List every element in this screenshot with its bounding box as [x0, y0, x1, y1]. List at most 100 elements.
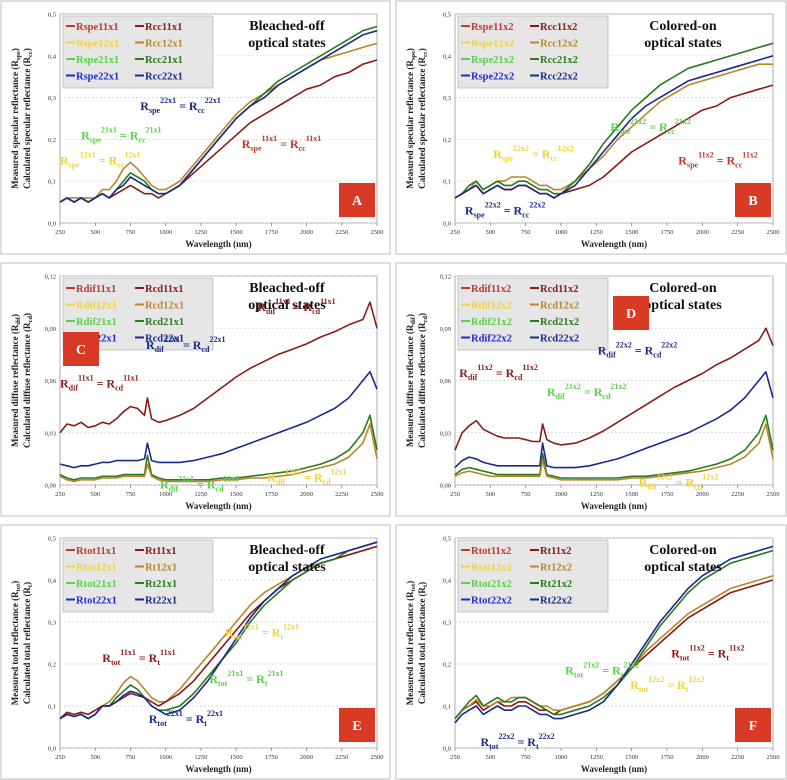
y-tick-label: 0,0 — [443, 221, 451, 228]
x-tick-label: 1250 — [194, 754, 207, 761]
equation-annotation: Rspe22x2 = Rcc22x2 — [465, 201, 545, 220]
y-tick-label: 0,12 — [45, 274, 56, 281]
legend-entry-calculated: Rt12x2 — [540, 563, 572, 574]
y-tick-label: 0,4 — [443, 578, 452, 585]
legend-entry-measured: Rtot12x2 — [471, 563, 512, 574]
equation-annotation: Rdif11x1 = Rcd11x1 — [60, 373, 139, 392]
legend-entry-calculated: Rt21x1 — [145, 579, 177, 590]
equation-annotation: Rtot11x1 = Rt11x1 — [102, 648, 175, 667]
series-line-darkred — [454, 327, 774, 451]
x-tick-label: 2500 — [767, 229, 780, 236]
x-tick-label: 1000 — [159, 754, 172, 761]
chart-panel-B: 0,0 0,1 0,2 0,3 0,4 0,5 250 500 750 1000 1250 1500 1… — [395, 0, 787, 255]
equation-annotation: Rdif21x1 = Rcd21x1 — [160, 474, 240, 493]
series-line-dgreen — [59, 414, 378, 481]
x-tick-label: 500 — [90, 229, 100, 236]
equation-annotation: Rdif22x1 = Rcd22x1 — [146, 335, 226, 354]
x-tick-label: 250 — [55, 754, 65, 761]
x-tick-label: 2500 — [371, 754, 384, 761]
series-line-gold — [59, 423, 378, 483]
y-axis-label-calculated: Calculated specular reflectance (Rcc) — [417, 48, 429, 189]
legend-entry-calculated: Rcc11x1 — [145, 22, 182, 33]
panel-badge-letter: C — [76, 343, 86, 358]
x-tick-label: 500 — [90, 491, 100, 498]
x-tick-label: 1250 — [194, 491, 207, 498]
legend-entry-measured: Rtot21x1 — [76, 579, 117, 590]
equation-annotation: Rspe21x1 = Rcc21x1 — [81, 125, 161, 144]
y-tick-label: 0,5 — [443, 12, 451, 19]
series-line-dgreen — [454, 549, 774, 720]
x-tick-label: 2500 — [767, 491, 780, 498]
equation-annotation: Rtot12x2 = Rt12x2 — [630, 675, 704, 694]
x-tick-label: 2250 — [731, 754, 744, 761]
legend-entry-calculated: Rcd22x1 — [145, 334, 184, 345]
y-tick-label: 0,00 — [440, 483, 451, 490]
panel-badge-letter: B — [748, 194, 757, 209]
x-tick-label: 1500 — [230, 491, 243, 498]
legend-entry-measured: Rtot12x1 — [76, 563, 117, 574]
x-tick-label: 1500 — [625, 229, 638, 236]
equation-annotation: Rspe22x1 = Rcc22x1 — [140, 96, 220, 115]
chart-panel-D: 0,00 0,03 0,06 0,09 0,12 250 500 750 1000 1250 150… — [395, 262, 787, 517]
x-tick-label: 1500 — [625, 491, 638, 498]
chart-panel-A: 0,0 0,1 0,2 0,3 0,4 0,5 250 500 750 1000 1250 1500 1… — [0, 0, 391, 255]
y-tick-label: 0,09 — [45, 326, 56, 333]
y-tick-label: 0,5 — [443, 536, 451, 543]
x-axis-label: Wavelength (nm) — [185, 239, 251, 249]
x-tick-label: 1250 — [590, 229, 603, 236]
x-tick-label: 750 — [521, 229, 531, 236]
legend-entry-measured: Rdif11x2 — [471, 284, 511, 295]
legend-entry-measured: Rdif11x1 — [76, 284, 116, 295]
y-tick-label: 0,1 — [443, 704, 451, 711]
legend-entry-measured: Rtot22x2 — [471, 596, 512, 607]
x-tick-label: 1000 — [555, 491, 568, 498]
x-tick-label: 750 — [126, 754, 136, 761]
optical-state-title: Colored-on optical states — [644, 281, 722, 313]
y-axis-label-measured: Measured specular reflectance (Rspe) — [405, 48, 417, 189]
series-line-navy — [59, 29, 378, 203]
legend-entry-calculated: Rcc21x2 — [540, 55, 578, 66]
panel-badge — [735, 183, 771, 217]
panel-badge — [63, 332, 99, 366]
legend-entry-calculated: Rcc12x2 — [540, 39, 578, 50]
x-tick-label: 1500 — [625, 754, 638, 761]
x-tick-label: 2250 — [731, 229, 744, 236]
legend-entry-measured: Rdif12x1 — [76, 301, 117, 312]
x-axis-label: Wavelength (nm) — [185, 764, 251, 774]
x-tick-label: 1750 — [265, 491, 278, 498]
equation-annotation: Rspe12x1 = Rcc12x1 — [60, 150, 140, 169]
legend-entry-calculated: Rt22x2 — [540, 596, 572, 607]
equation-annotation: Rdif11x2 = Rcd11x2 — [459, 363, 538, 382]
y-axis-label-calculated: Calculated total reflectance (Rt) — [22, 582, 34, 704]
x-tick-label: 500 — [485, 491, 495, 498]
y-tick-label: 0,4 — [443, 53, 452, 60]
legend-entry-calculated: Rt11x2 — [540, 546, 572, 557]
legend-entry-measured: Rspe11x2 — [471, 22, 514, 33]
x-tick-label: 2250 — [335, 754, 348, 761]
y-tick-label: 0,00 — [45, 483, 56, 490]
x-tick-label: 250 — [450, 229, 460, 236]
legend-entry-calculated: Rcd12x2 — [540, 301, 579, 312]
chart-panel-F: 0,0 0,1 0,2 0,3 0,4 0,5 250 500 750 1000 1250 1500 1… — [395, 524, 787, 780]
equation-annotation: Rtot11x2 = Rt11x2 — [671, 644, 744, 663]
legend-entry-measured: Rspe11x1 — [76, 22, 119, 33]
series-line-navy — [59, 541, 378, 720]
x-tick-label: 2500 — [767, 754, 780, 761]
legend-entry-calculated: Rcd21x2 — [540, 317, 579, 328]
equation-annotation: Rtot22x1 = Rt22x1 — [149, 709, 223, 728]
optical-state-title: Colored-on optical states — [644, 543, 722, 575]
equation-annotation: Rtot12x1 = Rt12x1 — [225, 623, 299, 642]
legend-entry-calculated: Rcc22x1 — [145, 72, 183, 83]
x-tick-label: 1750 — [265, 229, 278, 236]
x-tick-label: 1000 — [555, 754, 568, 761]
y-tick-label: 0,12 — [440, 274, 451, 281]
optical-state-title: Bleached-off optical states — [248, 19, 326, 51]
x-tick-label: 750 — [521, 754, 531, 761]
equation-annotation: Rspe11x1 = Rcc11x1 — [242, 134, 322, 153]
legend-entry-calculated: Rcd11x2 — [540, 284, 579, 295]
y-tick-label: 0,2 — [48, 662, 56, 669]
x-tick-label: 500 — [90, 754, 100, 761]
x-tick-label: 250 — [450, 754, 460, 761]
legend-entry-measured: Rspe12x2 — [471, 39, 514, 50]
y-axis-label-measured: Measured total reflectance (Rtot) — [405, 581, 417, 705]
